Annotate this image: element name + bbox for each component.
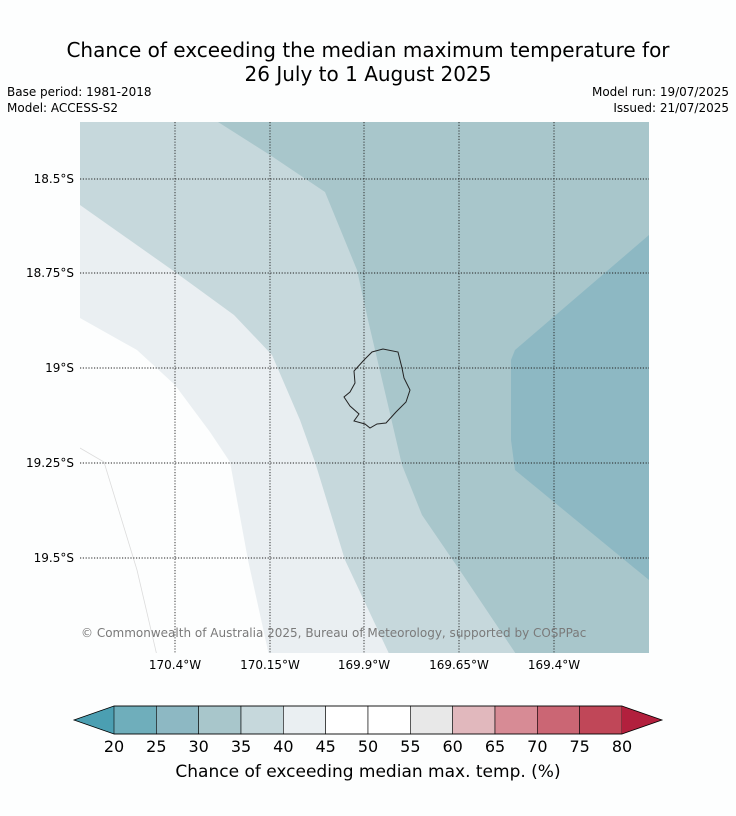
issued-date: Issued: 21/07/2025 — [613, 101, 729, 115]
model-run: Model run: 19/07/2025 — [591, 85, 729, 99]
colorbar-cell — [579, 705, 623, 735]
base-period: Base period: 1981-2018 — [7, 85, 152, 99]
title-line-2: 26 July to 1 August 2025 — [244, 62, 492, 86]
zone-25-30 — [511, 235, 649, 580]
colorbar-cell — [494, 705, 538, 735]
colorbar-cell — [156, 705, 199, 735]
colorbar-tick-label: 80 — [611, 737, 633, 756]
title-line-1: Chance of exceeding the median maximum t… — [66, 38, 670, 62]
colorbar-tick-label: 45 — [315, 737, 336, 756]
colorbar-tick-label: 65 — [484, 737, 506, 756]
model-name: Model: ACCESS-S2 — [7, 101, 119, 115]
contour-line — [80, 447, 157, 653]
colorbar-cell — [410, 705, 453, 735]
colorbar-cell — [537, 705, 580, 735]
lat-label-19: 19°S — [45, 361, 74, 375]
colorbar-min-arrow — [74, 706, 114, 734]
lon-label-170-15: 170.15°W — [240, 658, 300, 672]
lat-label-18-75: 18.75°S — [26, 266, 74, 280]
colorbar-tick-label: 20 — [103, 737, 125, 756]
colorbar-cells — [113, 705, 623, 735]
colorbar-cell — [198, 705, 242, 735]
colorbar-tick-label: 40 — [273, 737, 294, 756]
colorbar-cell — [283, 705, 326, 735]
colorbar-tick-label: 75 — [569, 737, 590, 756]
colorbar-tick-label: 50 — [357, 737, 379, 756]
colorbar-cell — [240, 705, 284, 735]
lat-label-19-25: 19.25°S — [26, 456, 74, 470]
map-title: Chance of exceeding the median maximum t… — [0, 38, 736, 86]
colorbar-cell — [325, 705, 369, 735]
meta-right: Model run: 19/07/2025 Issued: 21/07/2025 — [592, 84, 729, 116]
lon-label-169-9: 169.9°W — [337, 658, 391, 672]
meta-left: Base period: 1981-2018 Model: ACCESS-S2 — [7, 84, 152, 116]
copyright-notice: © Commonwealth of Australia 2025, Bureau… — [81, 626, 587, 640]
colorbar-tick-label: 55 — [400, 737, 421, 756]
zone-30-35 — [218, 122, 649, 653]
colorbar — [72, 705, 664, 735]
colorbar-tick-label: 25 — [146, 737, 167, 756]
colorbar-cell — [113, 705, 157, 735]
colorbar-tick-label: 70 — [527, 737, 548, 756]
colorbar-tick-label: 60 — [442, 737, 463, 756]
niue-island-outline — [343, 348, 411, 429]
lat-label-19-5: 19.5°S — [33, 551, 74, 565]
graticule — [80, 122, 649, 653]
probability-zones — [80, 122, 649, 653]
colorbar-cell — [452, 705, 496, 735]
lat-label-18-5: 18.5°S — [33, 172, 74, 186]
colorbar-label: Chance of exceeding median max. temp. (%… — [175, 762, 561, 782]
lon-label-169-4: 169.4°W — [527, 658, 581, 672]
lon-label-170-4: 170.4°W — [148, 658, 202, 672]
colorbar-cell — [367, 705, 411, 735]
colorbar-tick-label: 35 — [230, 737, 252, 756]
colorbar-tick-label: 30 — [188, 737, 209, 756]
lon-label-169-65: 169.65°W — [429, 658, 489, 672]
colorbar-max-arrow — [622, 706, 662, 734]
